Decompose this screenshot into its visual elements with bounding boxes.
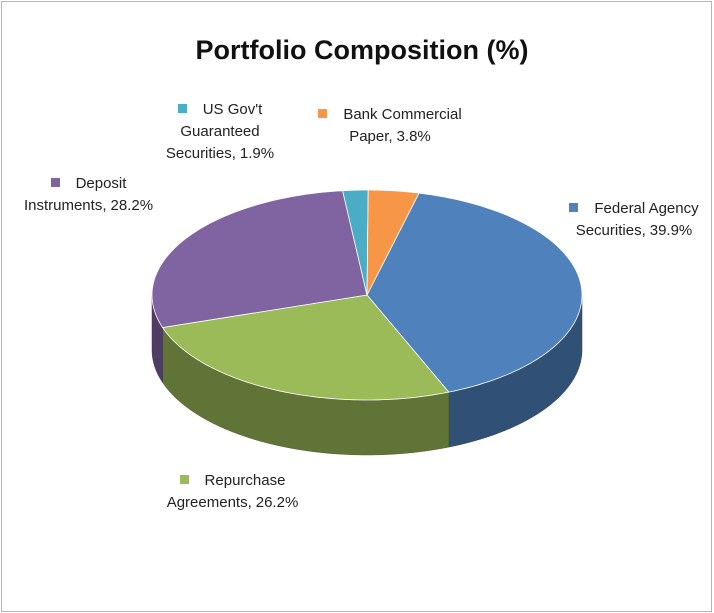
- slice: [366, 192, 583, 393]
- value-label: 39.9%: [649, 222, 693, 239]
- label-separator: ,: [231, 145, 236, 162]
- data-label: Bank Commercial Paper, 3.8%: [310, 104, 470, 148]
- label-separator: ,: [247, 494, 252, 511]
- legend-marker: [177, 104, 187, 113]
- data-label: Deposit Instruments, 28.2%: [16, 173, 161, 217]
- legend-marker: [318, 109, 328, 118]
- slice: [366, 189, 420, 296]
- legend-marker: [50, 178, 60, 187]
- data-label: US Gov't Guaranteed Securities, 1.9%: [140, 99, 300, 165]
- slice: [342, 189, 369, 296]
- label-separator: ,: [102, 197, 107, 214]
- value-label: 3.8%: [396, 128, 431, 145]
- slice: [151, 190, 368, 328]
- data-label: Repurchase Agreements, 26.2%: [150, 470, 315, 514]
- category-label: Federal Agency Securities: [575, 200, 699, 239]
- label-separator: ,: [641, 222, 646, 239]
- value-label: 26.2%: [255, 494, 299, 511]
- slice: [161, 294, 450, 401]
- legend-marker: [569, 203, 579, 212]
- label-separator: ,: [388, 128, 393, 145]
- category-label: Deposit Instruments: [23, 175, 127, 214]
- category-label: Bank Commercial Paper: [343, 106, 462, 145]
- legend-marker: [179, 475, 189, 484]
- chart-title: Portfolio Composition (%): [196, 35, 529, 65]
- category-label: US Gov't Guaranteed Securities: [165, 101, 263, 162]
- category-label: Repurchase Agreements: [166, 472, 286, 511]
- data-label: Federal Agency Securities, 39.9%: [568, 198, 700, 242]
- value-label: 1.9%: [239, 145, 275, 162]
- value-label: 28.2%: [110, 197, 154, 214]
